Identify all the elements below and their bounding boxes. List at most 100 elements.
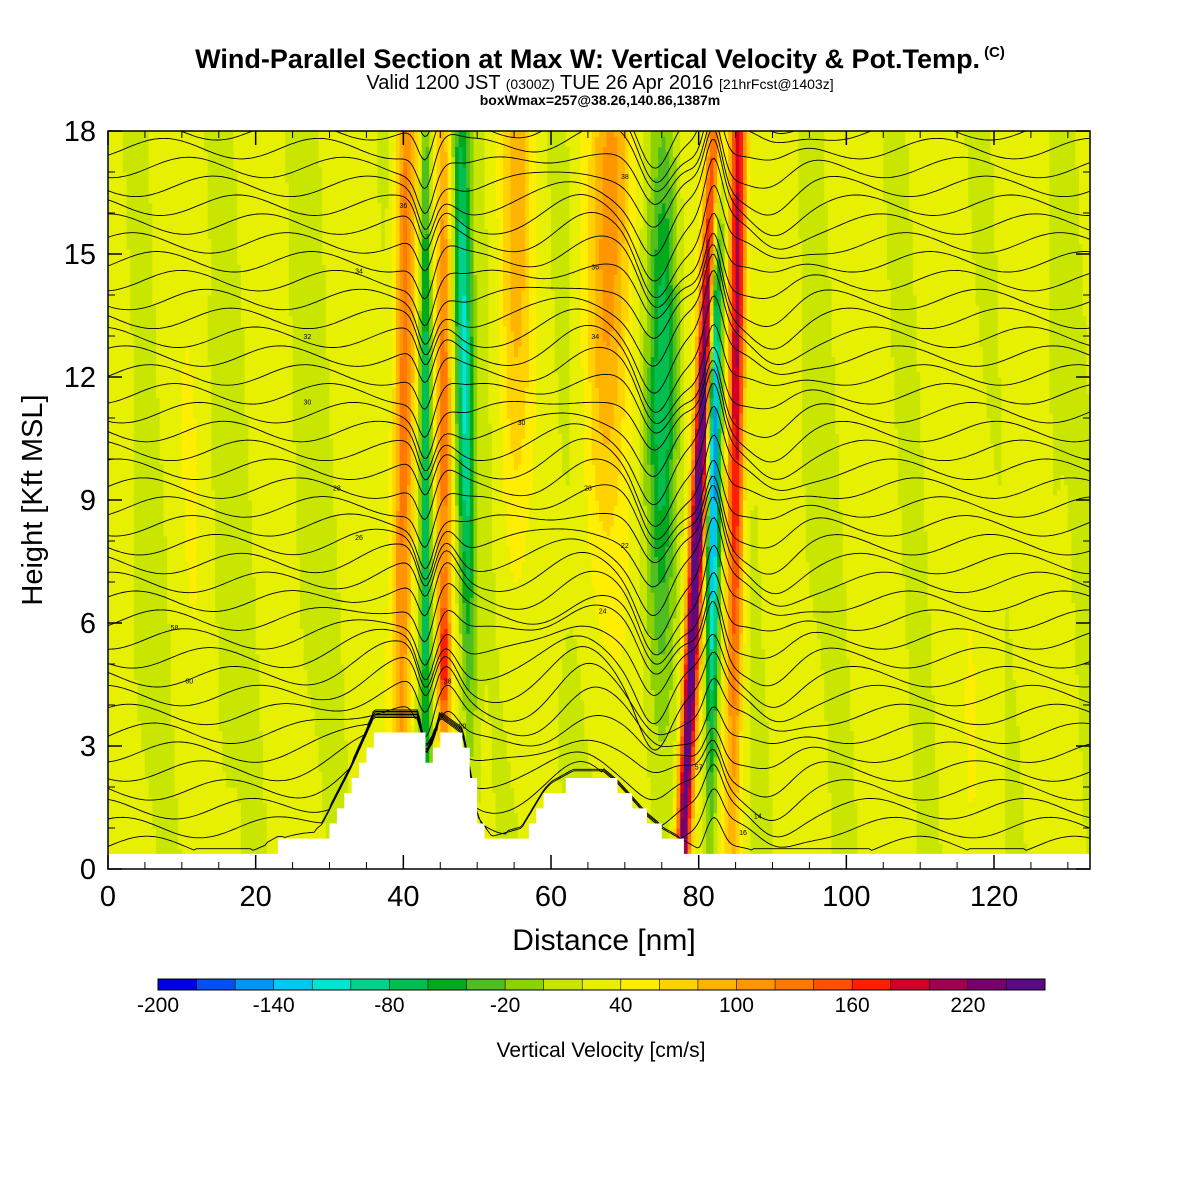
velocity-cell <box>927 582 1073 588</box>
velocity-cell <box>709 505 718 511</box>
velocity-cell <box>414 715 419 721</box>
velocity-cell <box>927 587 1073 593</box>
velocity-cell <box>739 520 744 527</box>
velocity-cell <box>473 597 478 604</box>
velocity-cell <box>676 664 681 670</box>
velocity-cell <box>432 633 438 639</box>
velocity-cell <box>713 582 718 588</box>
velocity-cell <box>226 771 264 778</box>
velocity-cell <box>1005 848 1028 855</box>
velocity-cell <box>750 576 763 583</box>
velocity-cell <box>628 515 641 522</box>
velocity-cell <box>672 822 678 829</box>
velocity-cell <box>927 566 1073 573</box>
velocity-cell <box>742 617 748 624</box>
velocity-cell <box>458 484 463 491</box>
velocity-cell <box>971 648 1006 655</box>
velocity-cell <box>237 787 264 793</box>
velocity-cell <box>702 684 707 691</box>
velocity-cell <box>499 694 559 701</box>
velocity-cell <box>654 494 659 501</box>
velocity-cell <box>713 566 718 573</box>
velocity-cell <box>167 551 187 557</box>
velocity-cell <box>392 530 397 537</box>
velocity-cell <box>720 730 726 737</box>
velocity-cell <box>458 597 463 604</box>
velocity-cell <box>495 592 596 598</box>
velocity-cell <box>432 525 438 532</box>
velocity-cell <box>646 546 652 552</box>
velocity-cell <box>296 494 334 501</box>
velocity-cell <box>392 535 397 542</box>
velocity-cell <box>713 781 718 788</box>
velocity-cell <box>587 751 648 757</box>
velocity-cell <box>322 797 349 803</box>
velocity-cell <box>728 561 733 568</box>
velocity-cell <box>259 725 316 732</box>
velocity-cell <box>296 459 334 465</box>
velocity-cell <box>440 648 449 655</box>
velocity-cell <box>477 494 493 501</box>
velocity-cell <box>912 766 936 773</box>
velocity-cell <box>170 699 220 706</box>
velocity-cell <box>196 576 216 583</box>
velocity-cell <box>251 520 297 527</box>
velocity-cell <box>170 643 220 650</box>
velocity-cell <box>163 510 187 516</box>
velocity-cell <box>698 576 703 583</box>
velocity-cell <box>218 684 260 691</box>
velocity-cell <box>683 643 689 650</box>
velocity-cell <box>676 740 681 747</box>
velocity-cell <box>255 623 301 629</box>
velocity-cell <box>672 792 678 798</box>
velocity-cell <box>432 715 438 721</box>
velocity-cell <box>646 541 652 547</box>
velocity-cell <box>739 720 744 727</box>
velocity-cell <box>676 541 681 547</box>
velocity-cell <box>750 689 766 696</box>
velocity-cell <box>436 587 441 593</box>
velocity-cell <box>447 489 452 496</box>
velocity-cell <box>525 530 589 537</box>
velocity-cell <box>528 520 589 527</box>
velocity-cell <box>687 828 692 834</box>
velocity-cell <box>643 500 652 506</box>
velocity-cell <box>720 556 726 563</box>
velocity-cell <box>713 720 718 727</box>
velocity-cell <box>654 484 659 491</box>
velocity-cell <box>916 822 940 829</box>
velocity-cell <box>669 694 678 701</box>
velocity-cell <box>650 781 674 788</box>
velocity-cell <box>694 740 700 747</box>
velocity-cell <box>654 607 670 614</box>
velocity-cell <box>975 735 1006 742</box>
velocity-cell <box>108 705 139 711</box>
velocity-cell <box>340 658 386 665</box>
velocity-cell <box>215 510 253 516</box>
velocity-cell <box>676 797 681 803</box>
velocity-cell <box>558 730 585 737</box>
velocity-cell <box>595 464 622 470</box>
velocity-cell <box>384 643 393 650</box>
velocity-cell <box>462 623 467 629</box>
velocity-cell <box>669 597 678 604</box>
velocity-cell <box>155 843 179 850</box>
velocity-cell <box>709 597 715 604</box>
velocity-cell <box>739 710 744 716</box>
velocity-cell <box>407 500 412 506</box>
velocity-cell <box>495 807 515 814</box>
velocity-cell <box>717 607 722 614</box>
velocity-cell <box>731 623 737 629</box>
velocity-cell <box>768 730 829 737</box>
velocity-cell <box>108 694 139 701</box>
velocity-cell <box>650 489 655 496</box>
velocity-cell <box>525 541 589 547</box>
velocity-cell <box>728 792 737 798</box>
velocity-cell <box>850 715 910 721</box>
velocity-cell <box>709 643 715 650</box>
velocity-cell <box>646 561 652 568</box>
velocity-cell <box>421 551 430 557</box>
velocity-cell <box>628 582 641 588</box>
velocity-cell <box>728 771 733 778</box>
velocity-cell <box>477 817 497 824</box>
